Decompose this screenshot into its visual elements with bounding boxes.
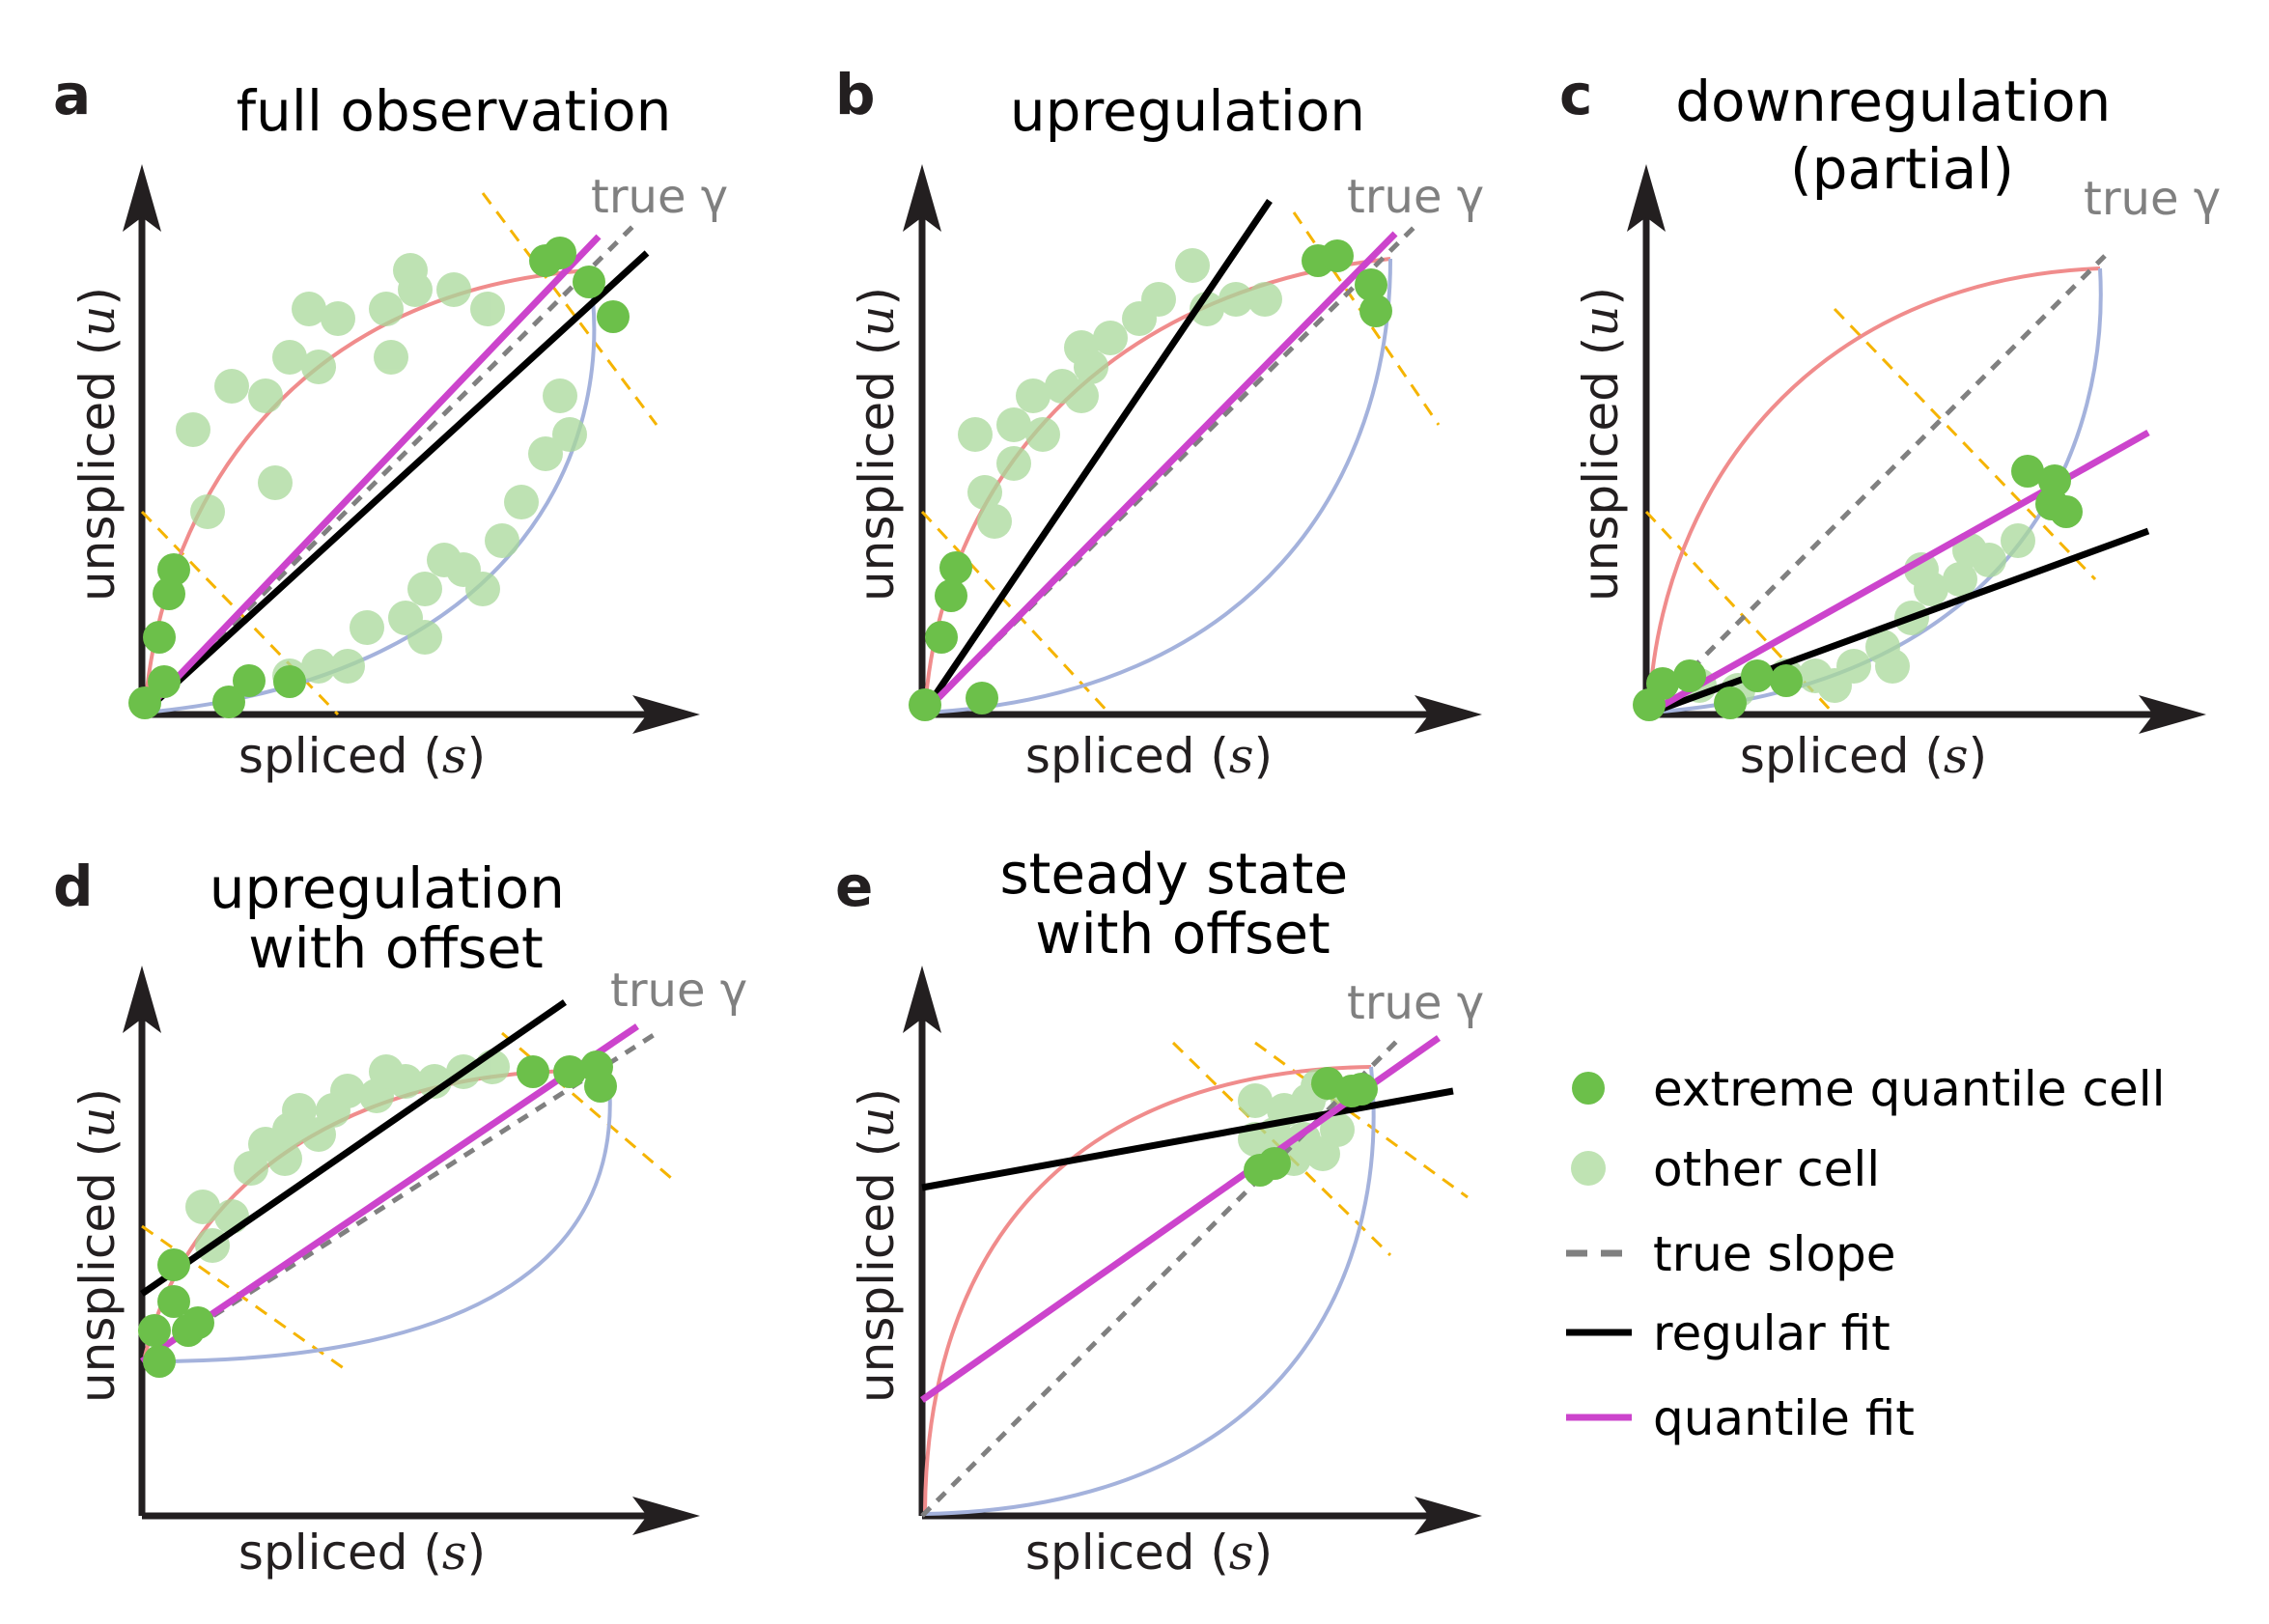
- true-gamma-label: true γ: [2084, 172, 2221, 226]
- panel-letter: c: [1559, 62, 1592, 127]
- x-axis-label: spliced (s): [238, 728, 486, 784]
- y-axis-arrow-icon: [123, 966, 161, 1033]
- quantile-fit-line: [919, 231, 1398, 717]
- extreme-cells: [128, 237, 630, 719]
- panel-title: steady state with offset: [999, 841, 1365, 966]
- upregulation-trajectory: [1647, 266, 2101, 711]
- panel-c: c downregulation (partial) true γ: [1559, 62, 2221, 784]
- x-axis-label: spliced (s): [238, 1525, 486, 1581]
- axes: [903, 164, 1482, 734]
- true-slope-line: [140, 1030, 658, 1364]
- y-axis-arrow-icon: [123, 164, 161, 232]
- panel-letter: b: [835, 62, 876, 127]
- panel-title: full observation: [237, 78, 672, 144]
- quantile-fit-line: [140, 1023, 639, 1364]
- y-axis-label: unspliced (u): [1573, 287, 1629, 602]
- downregulation-trajectory: [924, 1066, 1376, 1516]
- x-axis-label: spliced (s): [1740, 728, 1987, 784]
- x-axis-arrow-icon: [1415, 1497, 1482, 1535]
- x-axis-arrow-icon: [632, 695, 700, 734]
- extreme-cells: [138, 1050, 617, 1378]
- legend-item-true-slope: true slope: [1566, 1226, 1896, 1282]
- panel-d: d upregulation with offset true γ: [53, 854, 747, 1581]
- quantile-fit-line: [139, 234, 602, 717]
- y-axis-arrow-icon: [903, 966, 941, 1033]
- true-gamma-label: true γ: [1347, 170, 1484, 224]
- regular-fit-line: [140, 999, 567, 1297]
- panel-letter: a: [53, 62, 91, 127]
- regular-fit-line: [919, 199, 1273, 716]
- other-cells: [958, 248, 1282, 539]
- true-slope-line: [1644, 254, 2107, 716]
- panel-b: b upregulation true γ: [835, 62, 1484, 784]
- x-axis-label: spliced (s): [1025, 728, 1273, 784]
- panel-title: upregulation with offset: [210, 855, 583, 981]
- extreme-cells: [909, 239, 1392, 721]
- extreme-cells: [1633, 455, 2083, 721]
- legend-item-other-cell: other cell: [1571, 1141, 1880, 1197]
- regular-fit-line: [139, 250, 650, 717]
- y-axis-label: unspliced (u): [849, 287, 905, 602]
- legend-label: other cell: [1653, 1141, 1880, 1197]
- downregulation-trajectory: [149, 1071, 612, 1363]
- y-axis-label: unspliced (u): [70, 1088, 126, 1403]
- regular-fit-line: [1644, 527, 2150, 718]
- panel-letter: d: [53, 854, 94, 919]
- legend-label: extreme quantile cell: [1653, 1061, 2166, 1117]
- other-cell-dot-icon: [1571, 1151, 1606, 1186]
- other-cells: [176, 253, 587, 693]
- panel-e: e steady state with offset true γ: [835, 841, 1484, 1581]
- y-axis-arrow-icon: [1627, 164, 1666, 232]
- downregulation-trajectory: [924, 258, 1392, 714]
- x-axis-arrow-icon: [632, 1497, 700, 1535]
- quantile-guide-lines: [141, 1031, 672, 1373]
- panel-letter: e: [835, 854, 873, 919]
- true-slope-line: [920, 1036, 1402, 1518]
- legend-label: regular fit: [1653, 1305, 1891, 1361]
- quantile-guide-lines: [1644, 307, 2097, 716]
- legend-item-regular-fit: regular fit: [1566, 1305, 1891, 1361]
- panel-title: downregulation (partial): [1675, 69, 2129, 202]
- upregulation-trajectory: [923, 257, 1391, 711]
- legend-label: quantile fit: [1653, 1390, 1915, 1446]
- legend-label: true slope: [1653, 1226, 1896, 1282]
- axes: [123, 966, 700, 1535]
- panel-a: a full observation: [53, 62, 728, 784]
- other-cells: [1238, 1069, 1364, 1176]
- y-axis-arrow-icon: [903, 164, 941, 232]
- x-axis-arrow-icon: [2139, 695, 2206, 734]
- axes: [903, 966, 1482, 1535]
- regular-fit-line: [921, 1087, 1454, 1191]
- y-axis-label: unspliced (u): [70, 287, 126, 602]
- y-axis-label: unspliced (u): [849, 1088, 905, 1403]
- true-gamma-label: true γ: [1347, 976, 1484, 1030]
- x-axis-arrow-icon: [1415, 695, 1482, 734]
- true-gamma-label: true γ: [610, 964, 747, 1018]
- panel-title: upregulation: [1010, 78, 1365, 144]
- legend-item-extreme-cell: extreme quantile cell: [1572, 1061, 2166, 1117]
- legend-item-quantile-fit: quantile fit: [1566, 1390, 1915, 1446]
- upregulation-trajectory: [923, 1065, 1372, 1512]
- legend: extreme quantile cell other cell true sl…: [1566, 1061, 2166, 1446]
- true-gamma-label: true γ: [591, 170, 728, 224]
- extreme-cells: [1244, 1067, 1378, 1187]
- x-axis-label: spliced (s): [1025, 1525, 1273, 1581]
- extreme-cell-dot-icon: [1572, 1072, 1605, 1105]
